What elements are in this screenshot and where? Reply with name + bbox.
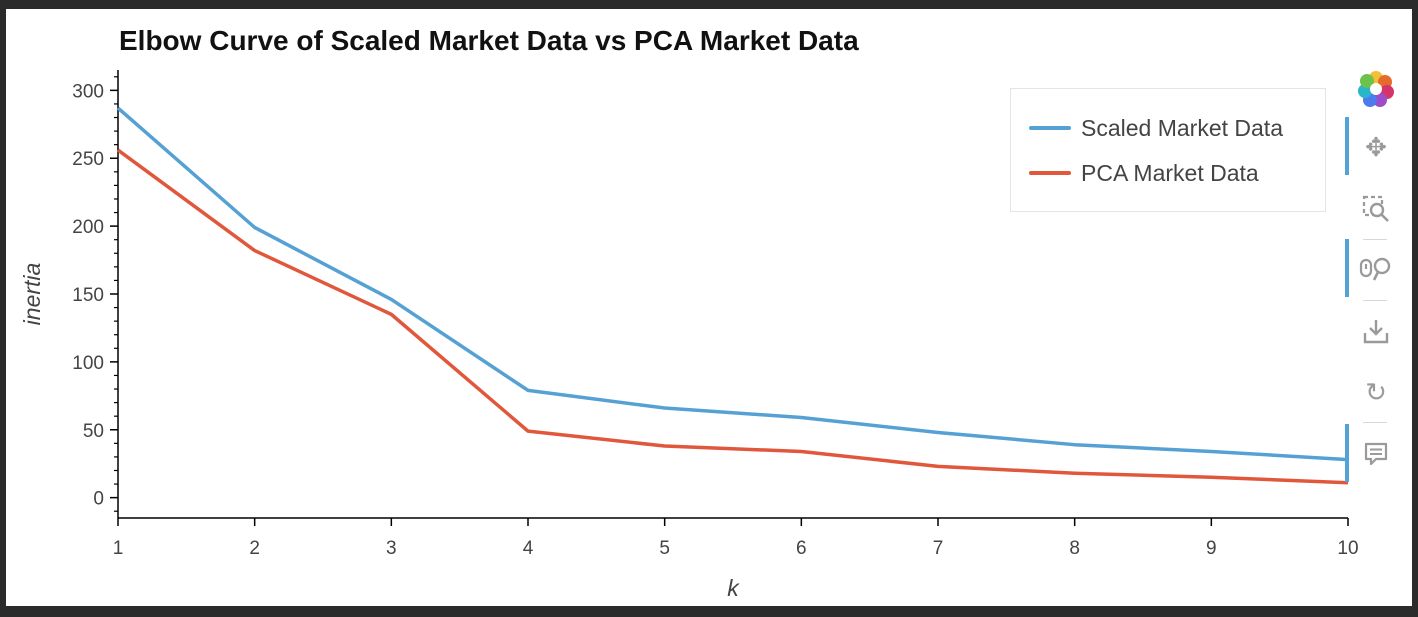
box-zoom-tool-icon[interactable] (1353, 186, 1399, 232)
legend-item-scaled[interactable]: Scaled Market Data (1029, 113, 1283, 143)
hover-tool-icon[interactable] (1353, 431, 1399, 477)
legend-swatch-scaled (1029, 126, 1071, 130)
reset-tool-icon[interactable]: ↻ (1365, 376, 1387, 407)
toolbar-separator (1363, 239, 1387, 240)
series-line-scaled (116, 106, 1349, 462)
y-tick-label: 100 (72, 353, 104, 374)
legend-label-scaled: Scaled Market Data (1081, 114, 1283, 141)
y-tick-label: 0 (93, 489, 104, 510)
x-tick-label: 8 (1069, 538, 1080, 559)
chart-title: Elbow Curve of Scaled Market Data vs PCA… (119, 25, 859, 56)
y-axis-label: inertia (19, 263, 45, 326)
legend-item-pca[interactable]: PCA Market Data (1029, 158, 1259, 188)
x-axis-label: k (727, 575, 740, 601)
x-tick-label: 10 (1337, 538, 1358, 559)
y-tick-label: 200 (72, 217, 104, 238)
line-chart[interactable]: 0 50 100 150 200 250 300 1 2 3 4 5 6 7 8 9 10 k inertia (6, 9, 1412, 606)
y-tick-label: 300 (72, 81, 104, 102)
legend-swatch-pca (1029, 171, 1071, 175)
bokeh-logo-icon[interactable] (1353, 66, 1399, 112)
toolbar-separator (1363, 300, 1387, 301)
toolbar-separator (1363, 422, 1387, 423)
series-line-pca (116, 148, 1349, 485)
x-tick-label: 4 (523, 538, 534, 559)
pan-tool-icon[interactable]: ✥ (1365, 131, 1387, 162)
wheel-zoom-tool-icon[interactable] (1353, 246, 1399, 292)
plot-frame: Elbow Curve of Scaled Market Data vs PCA… (6, 9, 1412, 606)
y-tick-label: 250 (72, 149, 104, 170)
legend: Scaled Market Data PCA Market Data (1010, 88, 1326, 212)
pan-active-indicator (1345, 117, 1349, 175)
x-tick-label: 1 (113, 538, 124, 559)
hover-active-indicator (1345, 424, 1349, 482)
x-tick-label: 9 (1206, 538, 1217, 559)
y-tick-label: 150 (72, 285, 104, 306)
legend-label-pca: PCA Market Data (1081, 159, 1259, 186)
y-tick-label: 50 (83, 421, 104, 442)
x-tick-label: 3 (386, 538, 397, 559)
save-tool-icon[interactable] (1353, 308, 1399, 354)
x-tick-label: 7 (933, 538, 944, 559)
x-tick-label: 5 (659, 538, 670, 559)
wheel-zoom-active-indicator (1345, 239, 1349, 297)
toolbar: ✥ ↻ (1343, 64, 1403, 484)
x-tick-label: 2 (249, 538, 260, 559)
x-tick-label: 6 (796, 538, 807, 559)
